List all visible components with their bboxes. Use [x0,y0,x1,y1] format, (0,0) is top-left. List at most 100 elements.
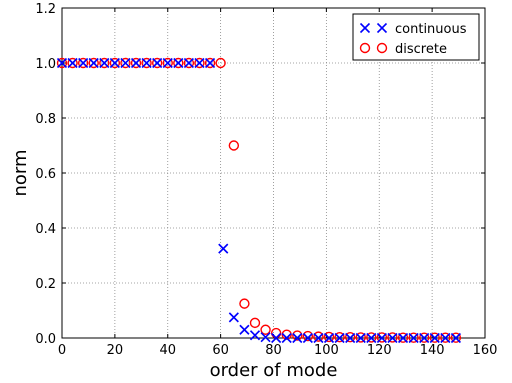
x-tick-label: 20 [107,343,124,358]
legend-label-continuous: continuous [395,22,467,37]
data-point-discrete [141,57,152,69]
data-point-continuous [130,57,142,69]
x-tick-label: 40 [159,343,176,358]
data-point-continuous [88,57,99,69]
data-point-continuous [376,332,387,344]
data-point-discrete [162,57,173,69]
data-point-continuous [173,57,184,69]
data-point-discrete [344,331,356,343]
data-point-discrete [408,332,419,343]
series-points [56,57,462,344]
y-tick-label: 1.0 [35,57,56,72]
data-point-continuous [334,332,345,344]
data-point-discrete [450,332,462,343]
data-point-discrete [194,57,205,69]
data-point-continuous [345,332,356,344]
data-point-continuous [120,57,131,69]
data-point-discrete [418,332,430,343]
data-point-continuous [429,332,440,344]
data-point-discrete [292,330,303,341]
data-point-continuous [56,57,68,69]
data-point-continuous [355,332,366,344]
data-point-continuous [162,57,173,69]
data-point-discrete [387,332,398,343]
data-point-discrete [429,332,440,343]
y-tick-label: 0.6 [35,167,56,182]
x-axis-title: order of mode [210,360,338,381]
data-point-discrete [77,57,89,69]
data-point-continuous [239,324,250,335]
y-axis-title: norm [10,149,31,196]
data-point-discrete [270,327,282,339]
y-tick-label: 0.8 [35,112,56,127]
data-point-discrete [440,332,451,343]
y-ticks: 0.0 0.2 0.4 0.6 0.8 1.0 1.2 [35,2,485,347]
legend-box [352,13,480,61]
legend: continuous discrete [352,13,480,61]
data-point-continuous [260,332,271,343]
legend-marker-point [376,42,388,54]
x-tick-label: 140 [420,343,445,358]
y-tick-label: 0.0 [35,332,56,347]
data-point-continuous [387,332,398,344]
data-point-discrete [249,317,261,329]
legend-entry-continuous: continuous [359,22,467,37]
data-point-discrete [215,57,226,69]
data-point-continuous [302,332,313,344]
data-point-continuous [99,57,110,69]
legend-marker-continuous [359,22,388,34]
x-tick-label: 60 [212,343,229,358]
data-point-discrete [281,329,292,340]
data-point-discrete [302,330,314,342]
data-point-continuous [397,332,409,344]
data-point-continuous [271,332,282,344]
data-point-continuous [281,332,292,344]
data-point-continuous [109,57,120,69]
legend-marker-discrete [359,42,388,54]
data-point-continuous [228,312,239,323]
data-point-continuous [152,57,163,69]
data-point-discrete [397,332,409,343]
data-point-continuous [419,332,430,344]
legend-marker-point [359,42,371,54]
data-point-discrete [260,324,271,335]
data-point-discrete [183,57,195,69]
x-tick-label: 160 [473,343,498,358]
data-point-discrete [120,57,131,69]
series-discrete [56,57,462,343]
data-point-discrete [99,57,110,69]
y-tick-label: 0.2 [35,277,56,292]
data-point-discrete [130,57,142,69]
data-point-continuous [450,332,461,344]
x-tick-label: 80 [265,343,282,358]
legend-marker-point [359,22,371,34]
data-point-discrete [151,57,163,69]
data-point-continuous [249,330,261,341]
data-point-continuous [313,332,324,344]
data-point-continuous [323,332,335,344]
data-point-discrete [56,57,68,69]
data-point-continuous [218,243,229,254]
data-point-discrete [323,331,335,343]
data-point-continuous [408,332,419,344]
data-point-continuous [204,57,216,69]
data-point-discrete [334,331,345,343]
data-point-continuous [194,57,205,69]
data-point-discrete [109,57,121,69]
data-point-discrete [239,298,250,309]
series-continuous [56,57,461,344]
data-point-discrete [376,332,388,343]
x-tick-label: 0 [58,343,66,358]
data-point-discrete [228,140,240,151]
data-point-continuous [366,332,377,344]
y-tick-label: 0.4 [35,222,56,237]
data-point-continuous [141,57,152,69]
data-point-continuous [440,332,451,344]
data-point-discrete [67,57,78,69]
x-ticks: 0 20 40 60 80 100 120 140 160 [58,8,498,358]
legend-label-discrete: discrete [395,42,447,57]
data-point-continuous [183,57,194,69]
data-point-continuous [67,57,78,69]
legend-marker-point [376,22,388,34]
